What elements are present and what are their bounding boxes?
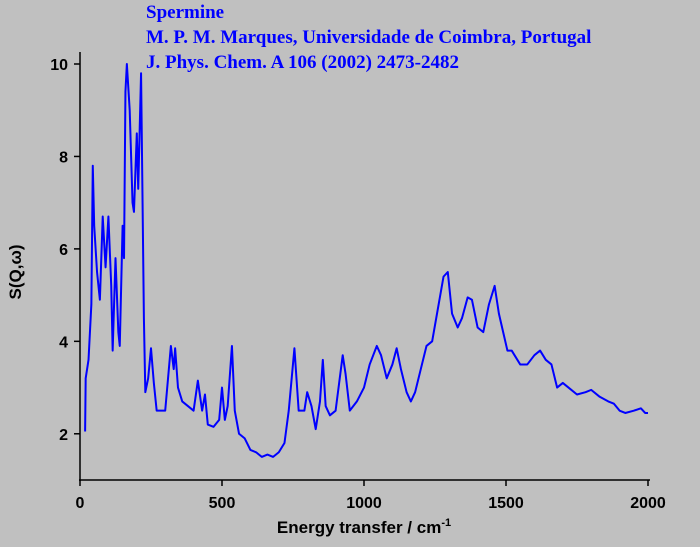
x-tick-label: 500 [209, 495, 236, 512]
x-axis-label-text: Energy transfer / cm [277, 518, 441, 537]
y-tick-label: 10 [50, 57, 68, 74]
data-line [84, 63, 648, 458]
y-tick-label: 4 [59, 334, 68, 351]
y-axis-label: S(Q,ω) [6, 245, 25, 300]
x-tick-label: 0 [76, 495, 85, 512]
x-tick-label: 2000 [630, 495, 666, 512]
y-tick-label: 6 [59, 242, 68, 259]
x-axis-label-superscript: -1 [441, 517, 451, 529]
y-tick-label: 8 [59, 149, 68, 166]
chart-title: Spermine [146, 2, 224, 23]
chart-subtitle: J. Phys. Chem. A 106 (2002) 2473-2482 [146, 52, 459, 73]
x-axis-label: Energy transfer / cm-1 [277, 517, 451, 537]
x-tick-label: 1500 [488, 495, 524, 512]
chart-subtitle: M. P. M. Marques, Universidade de Coimbr… [146, 27, 591, 48]
y-tick-label: 2 [59, 427, 68, 444]
x-tick-label: 1000 [346, 495, 382, 512]
